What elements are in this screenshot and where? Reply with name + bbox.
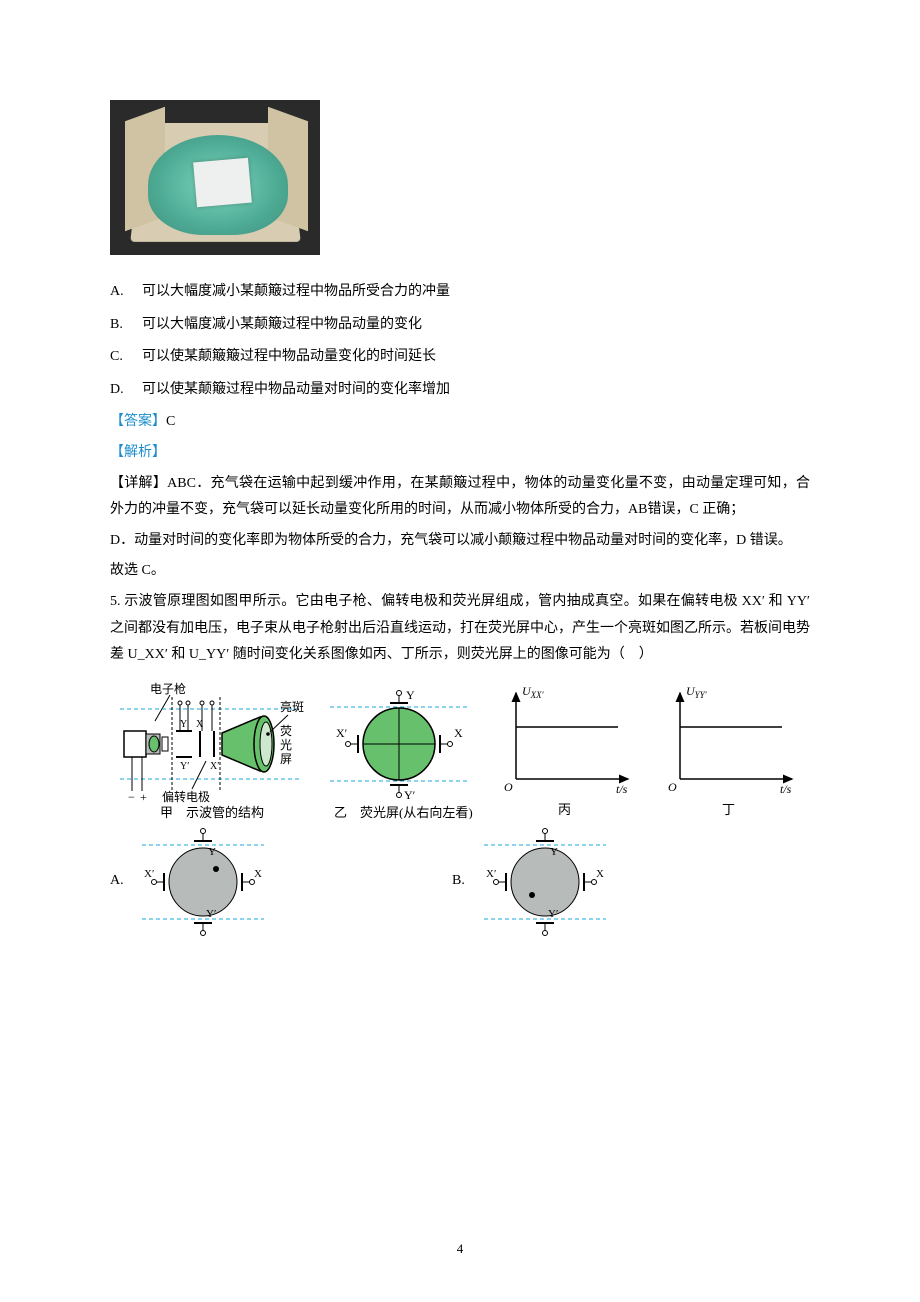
answer-label: 【答案】 <box>110 414 166 429</box>
option-c-text: 可以使某颠簸簸过程中物品动量变化的时间延长 <box>142 344 436 371</box>
analysis-p3: 故选 C。 <box>110 558 810 585</box>
plus-label: + <box>140 790 147 804</box>
svg-text:屏: 屏 <box>280 752 292 766</box>
option-a-text: 可以大幅度减小某颠簸过程中物品所受合力的冲量 <box>142 279 450 306</box>
answer-value: C <box>166 414 175 429</box>
ding-ylabel: UYY′ <box>686 684 708 700</box>
figure-jia: 电子枪 Y Y′ X X′ <box>110 679 310 819</box>
yi-x: X <box>454 726 463 740</box>
analysis-label: 【解析】 <box>110 445 166 460</box>
option-b: B. 可以大幅度减小某颠簸过程中物品动量的变化 <box>110 312 810 339</box>
page-number: 4 <box>0 1237 920 1262</box>
ding-xlabel: t/s <box>780 782 792 796</box>
screen-label: 荧 <box>280 724 292 738</box>
option-d-letter: D. <box>110 377 142 404</box>
option-a: A. 可以大幅度减小某颠簸过程中物品所受合力的冲量 <box>110 279 810 306</box>
q5-number: 5. <box>110 594 121 609</box>
yi-yp: Y′ <box>404 788 416 802</box>
choice-b-letter: B. <box>452 868 480 895</box>
jia-caption: 甲 示波管的结构 <box>160 805 264 819</box>
choice-a-letter: A. <box>110 868 138 895</box>
answer-line: 【答案】C <box>110 409 810 436</box>
ding-origin: O <box>668 780 677 794</box>
xp-label: X′ <box>210 761 219 772</box>
choice-b: B. Y Y′ X′ X <box>452 827 610 937</box>
figure-yi: Y Y′ X′ X 乙 荧光屏(从右向左看) <box>324 679 474 819</box>
analysis-p1: 【详解】ABC．充气袋在运输中起到缓冲作用，在某颠簸过程中，物体的动量变化量不变… <box>110 471 810 524</box>
yi-xp: X′ <box>336 726 348 740</box>
cb-xp: X′ <box>486 868 496 880</box>
yi-caption: 乙 荧光屏(从右向左看) <box>334 805 473 819</box>
ca-y: Y <box>208 846 216 858</box>
option-d-text: 可以使某颠簸过程中物品动量对时间的变化率增加 <box>142 377 450 404</box>
ca-xp: X′ <box>144 868 154 880</box>
x-label: X <box>196 719 204 730</box>
analysis-label-line: 【解析】 <box>110 440 810 467</box>
bing-ylabel: UXX′ <box>522 684 545 700</box>
minus-label: − <box>128 790 135 804</box>
figure-ding: UYY′ t/s O 丁 <box>652 679 802 819</box>
spot-label: 亮斑 <box>280 699 304 714</box>
choice-a: A. Y Y′ X′ X <box>110 827 430 937</box>
deflect-label: 偏转电极 <box>162 789 210 804</box>
analysis-p2: D．动量对时间的变化率即为物体所受的合力，充气袋可以减小颠簸过程中物品动量对时间… <box>110 528 810 555</box>
option-b-letter: B. <box>110 312 142 339</box>
cb-yp: Y′ <box>548 908 558 920</box>
option-c: C. 可以使某颠簸簸过程中物品动量变化的时间延长 <box>110 344 810 371</box>
y-label: Y <box>180 719 187 730</box>
bing-caption: 丙 <box>558 802 571 817</box>
figure-bing: UXX′ t/s O 丙 <box>488 679 638 819</box>
cb-x: X <box>596 868 604 880</box>
q5-text: 示波管原理图如图甲所示。它由电子枪、偏转电极和荧光屏组成，管内抽成真空。如果在偏… <box>110 594 810 662</box>
yp-label: Y′ <box>180 761 189 772</box>
cb-y: Y <box>550 846 558 858</box>
yi-y: Y <box>406 688 415 702</box>
label-electron-gun: 电子枪 <box>150 681 186 696</box>
option-d: D. 可以使某颠簸过程中物品动量对时间的变化率增加 <box>110 377 810 404</box>
ding-caption: 丁 <box>722 802 735 817</box>
ca-yp: Y′ <box>206 908 216 920</box>
svg-text:光: 光 <box>280 738 292 752</box>
option-a-letter: A. <box>110 279 142 306</box>
option-c-letter: C. <box>110 344 142 371</box>
option-b-text: 可以大幅度减小某颠簸过程中物品动量的变化 <box>142 312 422 339</box>
bing-origin: O <box>504 780 513 794</box>
diagram-row: 电子枪 Y Y′ X X′ <box>110 679 810 819</box>
bing-xlabel: t/s <box>616 782 628 796</box>
ca-x: X <box>254 868 262 880</box>
q5-stem: 5. 示波管原理图如图甲所示。它由电子枪、偏转电极和荧光屏组成，管内抽成真空。如… <box>110 589 810 669</box>
choices-row: A. Y Y′ X′ X <box>110 827 810 937</box>
question-image <box>110 100 320 255</box>
